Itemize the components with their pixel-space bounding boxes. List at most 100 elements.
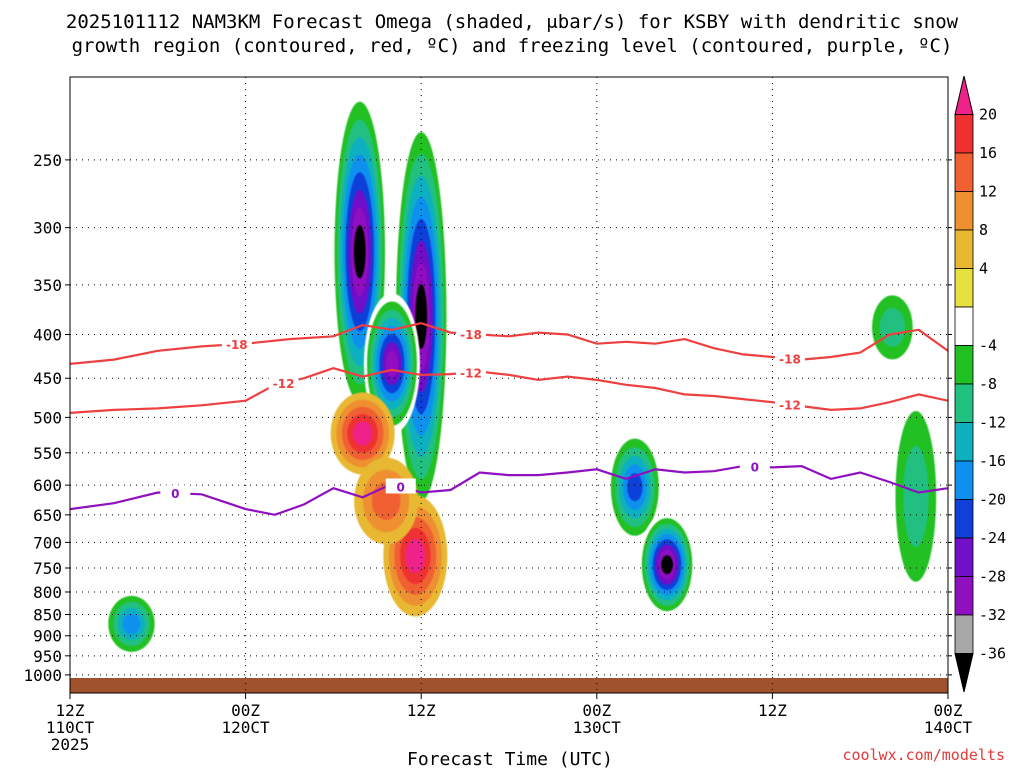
colorbar-label: -36 <box>979 645 1006 663</box>
colorbar-segment <box>954 537 974 577</box>
x-axis-label: Forecast Time (UTC) <box>407 749 613 768</box>
contour-label: -18 <box>226 338 248 352</box>
contour-label-bg <box>385 478 416 494</box>
omega-sinking-region <box>405 538 426 574</box>
y-axis: 250 300 350 400 450 500 550 600 650 700 750 800 850 9… <box>23 151 952 685</box>
omega-ascent-region <box>879 307 906 347</box>
contour-label-bg <box>221 336 252 352</box>
dendritic-growth-contour <box>70 322 948 365</box>
contour-label: -12 <box>779 399 801 413</box>
contour-label-bg <box>455 364 486 380</box>
colorbar-bottom-arrow <box>954 653 974 693</box>
colorbar-segment <box>954 229 974 269</box>
colorbar-label: -8 <box>979 375 997 393</box>
y-tick-label: 600 <box>33 476 62 495</box>
colorbar-segment <box>954 268 974 308</box>
credit-text: coolwx.com/modelts <box>842 746 1005 764</box>
colorbar-label: 8 <box>979 221 988 239</box>
y-tick-label: 700 <box>33 533 62 552</box>
colorbar-label: -16 <box>979 452 1006 470</box>
omega-ascent-region <box>122 613 141 635</box>
colorbar-label: -4 <box>979 337 997 355</box>
freezing-level-contour <box>70 464 948 516</box>
omega-ascent-region <box>415 284 428 349</box>
colorbar-segment <box>954 383 974 423</box>
x-tick-label: 2025 <box>51 735 90 754</box>
colorbar-label: 20 <box>979 106 997 124</box>
omega-ascent-region <box>627 473 643 502</box>
contour-label: 0 <box>171 487 179 501</box>
y-tick-label: 500 <box>33 408 62 427</box>
colorbar-segment <box>954 152 974 192</box>
chart-title-line-1: 2025101112 NAM3KM Forecast Omega (shaded… <box>66 11 959 33</box>
colorbar-segment <box>954 422 974 462</box>
x-tick-label: 12Z <box>407 701 436 720</box>
y-tick-label: 300 <box>33 219 62 238</box>
contour-label-bg <box>774 350 805 366</box>
contour-label-bg <box>455 325 486 341</box>
colorbar-label: 16 <box>979 144 997 162</box>
x-tick-label: 120CT <box>222 718 271 737</box>
y-tick-label: 900 <box>33 627 62 646</box>
colorbar-label: -24 <box>979 529 1006 547</box>
colorbar-segment <box>954 191 974 231</box>
omega-shading <box>103 84 944 658</box>
contour-label: 0 <box>751 461 759 475</box>
colorbar-segment <box>954 576 974 616</box>
x-tick-label: 12Z <box>56 701 85 720</box>
colorbar-segment <box>954 614 974 654</box>
contour-label: -12 <box>273 377 295 391</box>
colorbar-top-arrow <box>954 75 974 115</box>
y-tick-label: 950 <box>33 647 62 666</box>
contour-label-bg <box>160 485 191 501</box>
contour-label: -18 <box>460 328 482 342</box>
y-tick-label: 800 <box>33 583 62 602</box>
y-tick-label: 750 <box>33 559 62 578</box>
terrain-band <box>70 678 948 693</box>
y-tick-label: 550 <box>33 444 62 463</box>
colorbar-label: 4 <box>979 260 988 278</box>
y-tick-label: 400 <box>33 325 62 344</box>
y-tick-label: 850 <box>33 606 62 625</box>
contour-label: -18 <box>779 353 801 367</box>
x-tick-label: 00Z <box>934 701 963 720</box>
colorbar-segment <box>954 306 974 346</box>
colorbar: 20 16 12 8 4 -4 -8 -12 -16 -20 -24 -28 -32 -36 <box>954 75 1006 693</box>
colorbar-label: -32 <box>979 606 1006 624</box>
colorbar-segment <box>954 345 974 385</box>
plot-area: -18 -18 -18 -12 -12 -12 0 0 0 <box>69 76 949 694</box>
colorbar-label: 12 <box>979 183 997 201</box>
colorbar-segment <box>954 114 974 154</box>
colorbar-segment <box>954 499 974 539</box>
x-tick-label: 12Z <box>758 701 787 720</box>
omega-ascent-region <box>353 225 366 279</box>
contour-lines: -18 -18 -18 -12 -12 -12 0 0 0 <box>70 322 948 516</box>
contour-label-bg <box>268 374 299 390</box>
colorbar-label: -20 <box>979 491 1006 509</box>
y-tick-label: 1000 <box>23 666 62 685</box>
colorbar-segment <box>954 460 974 500</box>
x-tick-label: 00Z <box>582 701 611 720</box>
x-tick-label: 130CT <box>573 718 622 737</box>
contour-label-bg <box>739 458 770 474</box>
x-tick-label: 00Z <box>231 701 260 720</box>
contour-label-bg <box>774 396 805 412</box>
colorbar-label: -12 <box>979 414 1006 432</box>
y-tick-label: 450 <box>33 369 62 388</box>
contour-label: -12 <box>460 366 482 380</box>
contour-label: 0 <box>397 480 405 494</box>
y-tick-label: 250 <box>33 151 62 170</box>
y-tick-label: 650 <box>33 506 62 525</box>
x-tick-label: 110CT <box>46 718 95 737</box>
chart-title-line-2: growth region (contoured, red, ºC) and f… <box>72 35 953 57</box>
omega-sinking-region <box>352 421 373 446</box>
omega-ascent-region <box>385 350 399 378</box>
plot-frame <box>69 76 949 694</box>
y-tick-label: 350 <box>33 276 62 295</box>
omega-ascent-region <box>903 445 929 548</box>
x-tick-label: 140CT <box>924 718 973 737</box>
omega-ascent-region <box>661 555 673 575</box>
colorbar-label: -28 <box>979 568 1006 586</box>
